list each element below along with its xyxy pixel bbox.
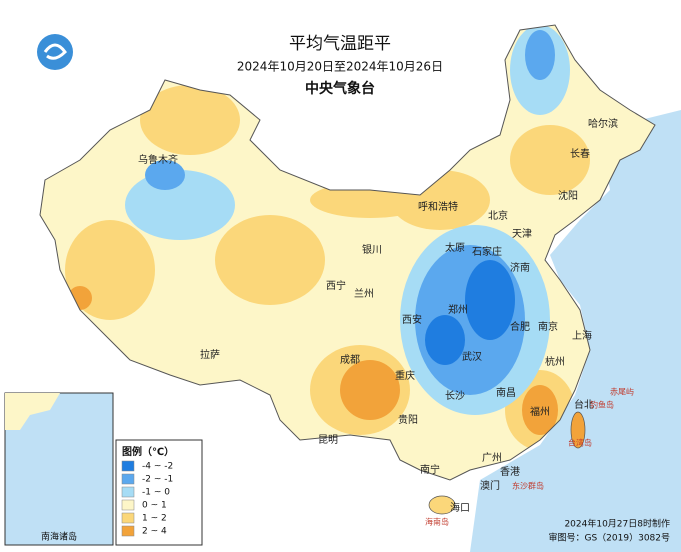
city: 昆明	[318, 434, 338, 446]
legend-label: 0 ~ 1	[142, 501, 167, 511]
city: 石家庄	[472, 245, 502, 258]
city: 长沙	[445, 390, 465, 402]
city: 长春	[570, 148, 590, 160]
island-label: 赤尾屿	[610, 388, 634, 397]
city: 沈阳	[558, 189, 578, 202]
legend-label: 1 ~ 2	[142, 514, 167, 524]
taiwan	[570, 411, 586, 449]
city: 南宁	[420, 463, 440, 476]
legend-label: 2 ~ 4	[142, 527, 167, 537]
city: 呼和浩特	[418, 201, 458, 213]
city: 福州	[530, 405, 550, 418]
legend-label: -1 ~ 0	[142, 488, 170, 498]
island-label: 海南岛	[425, 517, 449, 527]
legend-label: -4 ~ -2	[142, 462, 173, 472]
footer-made: 2024年10月27日8时制作	[564, 518, 670, 530]
city: 重庆	[395, 369, 415, 382]
city: 哈尔滨	[588, 117, 618, 130]
subtitle: 2024年10月20日至2024年10月26日	[237, 60, 443, 74]
legend-swatch	[121, 499, 135, 511]
title: 平均气温距平	[289, 34, 391, 54]
inset-land	[5, 393, 60, 430]
city: 兰州	[354, 287, 374, 300]
city: 上海	[572, 329, 592, 342]
city-labels: 乌鲁木齐 哈尔滨 长春 沈阳 呼和浩特 北京 天津 银川 太原 石家庄 济南 西…	[138, 117, 618, 514]
city: 郑州	[448, 303, 468, 316]
legend-label: -2 ~ -1	[142, 475, 173, 485]
island-label: 台湾岛	[568, 438, 592, 448]
city: 南昌	[496, 386, 516, 399]
legend-swatch	[121, 525, 135, 537]
city: 杭州	[545, 355, 565, 368]
city: 拉萨	[200, 348, 220, 361]
legend-swatch	[121, 460, 135, 472]
city: 广州	[482, 452, 502, 464]
city: 乌鲁木齐	[138, 153, 178, 166]
city: 西安	[402, 313, 422, 326]
city: 贵阳	[398, 413, 418, 426]
inset-label: 南海诸岛	[41, 531, 77, 543]
city: 香港	[500, 466, 520, 478]
city: 澳门	[480, 479, 500, 492]
sea	[470, 110, 681, 552]
city: 天津	[512, 228, 532, 240]
border	[39, 24, 656, 481]
city: 合肥	[510, 320, 530, 333]
city: 北京	[488, 209, 508, 222]
city: 南京	[538, 320, 558, 333]
legend-swatch	[121, 486, 135, 498]
city: 济南	[510, 261, 530, 274]
city: 西宁	[326, 279, 346, 292]
legend-swatch	[121, 473, 135, 485]
city: 太原	[445, 241, 465, 254]
logo-mark	[43, 43, 67, 60]
city: 台北	[574, 398, 594, 411]
island-label: 东沙群岛	[512, 481, 544, 491]
logo	[37, 34, 73, 70]
city: 海口	[450, 501, 470, 514]
city: 成都	[340, 354, 360, 366]
city: 银川	[362, 243, 382, 256]
island-label: 钓鱼岛	[590, 400, 614, 410]
hainan	[428, 495, 456, 515]
agency: 中央气象台	[305, 80, 375, 97]
footer-approval: 审图号：GS（2019）3082号	[549, 532, 671, 544]
legend-title: 图例（℃）	[122, 445, 174, 458]
legend: 图例（℃） -4 ~ -2 -2 ~ -1 -1 ~ 0 0 ~ 1 1 ~ 2 2 ~ …	[115, 439, 203, 546]
legend-swatch	[121, 512, 135, 524]
city: 武汉	[462, 350, 482, 363]
